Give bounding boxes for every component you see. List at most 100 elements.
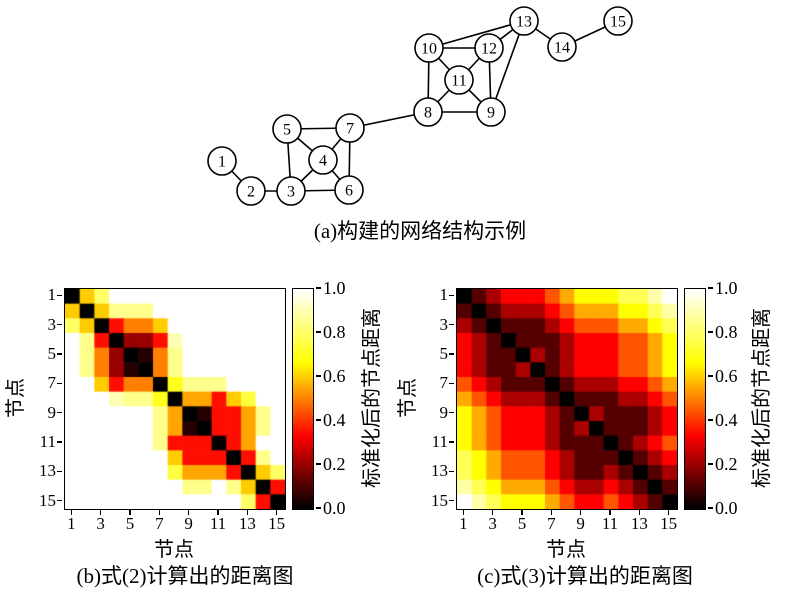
node-label-3: 3 <box>287 184 295 201</box>
x-tick-c-1: 1 <box>459 514 468 533</box>
x-tick-mark-b <box>275 509 278 515</box>
colorbar-tick-mark-b <box>316 463 321 465</box>
x-tick-mark-b <box>70 509 73 515</box>
colorbar-tick-mark-c <box>708 419 713 421</box>
y-tick-c-1: 1 <box>439 285 449 305</box>
node-label-1: 1 <box>218 154 226 171</box>
y-tick-mark-b <box>57 382 62 385</box>
colorbar-tick-b-0.4: 0.4 <box>323 410 346 430</box>
colorbar-tick-mark-b <box>316 375 321 377</box>
y-tick-mark-c <box>449 499 454 502</box>
colorbar-tick-mark-c <box>708 331 713 333</box>
x-tick-c-5: 5 <box>517 514 527 533</box>
y-tick-mark-b <box>57 323 62 326</box>
node-1 <box>207 146 237 176</box>
x-tick-b-5: 5 <box>125 514 135 533</box>
y-tick-mark-c <box>449 411 454 414</box>
x-tick-b-7: 7 <box>155 514 164 533</box>
y-tick-b-3: 3 <box>47 314 57 334</box>
x-tick-b-3: 3 <box>96 514 105 533</box>
x-tick-mark-c <box>462 509 465 515</box>
node-14 <box>547 32 577 62</box>
node-label-14: 14 <box>554 40 570 57</box>
y-tick-b-13: 13 <box>39 461 56 481</box>
node-9 <box>476 97 506 127</box>
node-8 <box>413 97 443 127</box>
caption-c: (c)式(3)计算出的距离图 <box>477 564 693 588</box>
x-tick-c-15: 15 <box>660 514 678 533</box>
x-tick-c-3: 3 <box>488 514 497 533</box>
node-label-13: 13 <box>516 14 532 31</box>
node-5 <box>272 114 302 144</box>
colorbar-tick-c-0.4: 0.4 <box>715 410 738 430</box>
x-axis-label-b: 节点 <box>154 539 194 561</box>
colorbar-tick-mark-c <box>708 287 713 289</box>
node-6 <box>334 175 364 205</box>
colorbar-tick-mark-b <box>316 507 321 509</box>
x-tick-mark-c <box>609 509 611 515</box>
colorbar-tick-c-0.6: 0.6 <box>715 366 738 386</box>
caption-a: (a)构建的网络结构示例 <box>313 219 527 243</box>
y-tick-c-9: 9 <box>439 402 449 422</box>
y-tick-c-11: 11 <box>431 432 448 451</box>
x-tick-mark-c <box>667 509 670 515</box>
x-tick-mark-c <box>550 509 553 515</box>
x-tick-c-9: 9 <box>576 514 585 533</box>
x-tick-b-15: 15 <box>268 514 286 533</box>
x-tick-b-11: 11 <box>209 514 227 533</box>
x-tick-mark-b <box>187 509 190 515</box>
y-tick-mark-b <box>57 441 62 443</box>
y-tick-c-3: 3 <box>439 314 449 334</box>
node-7 <box>335 113 365 143</box>
colorbar-tick-c-0.8: 0.8 <box>715 322 738 342</box>
x-tick-b-13: 13 <box>238 514 256 533</box>
y-tick-mark-c <box>449 353 454 355</box>
x-tick-mark-b <box>99 509 102 515</box>
node-label-5: 5 <box>283 122 291 139</box>
colorbar-tick-b-1.0: 1.0 <box>323 278 346 298</box>
colorbar-tick-c-1.0: 1.0 <box>715 278 738 298</box>
heatmap-c <box>456 288 678 510</box>
colorbar-tick-b-0.2: 0.2 <box>323 454 346 474</box>
y-tick-mark-c <box>449 382 454 385</box>
y-tick-c-15: 15 <box>431 490 448 510</box>
x-tick-mark-c <box>521 509 523 515</box>
y-tick-mark-b <box>57 470 62 473</box>
colorbar-tick-mark-c <box>708 463 713 465</box>
heatmap-b <box>64 288 286 510</box>
x-tick-c-13: 13 <box>630 514 648 533</box>
y-tick-mark-c <box>449 294 454 297</box>
edge-10-13 <box>428 20 525 49</box>
node-2 <box>236 176 266 206</box>
y-tick-b-15: 15 <box>39 490 56 510</box>
node-label-7: 7 <box>346 121 354 138</box>
x-tick-mark-c <box>579 509 582 515</box>
x-tick-mark-b <box>158 509 161 515</box>
colorbar-b <box>292 288 314 510</box>
colorbar-tick-mark-c <box>708 507 713 509</box>
y-tick-b-5: 5 <box>47 344 57 363</box>
node-11 <box>444 65 474 95</box>
x-tick-mark-c <box>638 509 641 515</box>
node-3 <box>276 176 306 206</box>
x-tick-mark-c <box>491 509 494 515</box>
node-10 <box>414 33 444 63</box>
y-tick-b-1: 1 <box>47 285 57 305</box>
y-tick-mark-c <box>449 470 454 473</box>
node-12 <box>474 33 504 63</box>
colorbar-tick-mark-c <box>708 375 713 377</box>
y-tick-mark-b <box>57 411 62 414</box>
colorbar-tick-c-0.2: 0.2 <box>715 454 738 474</box>
y-tick-b-7: 7 <box>47 373 57 393</box>
colorbar-tick-mark-b <box>316 419 321 421</box>
x-tick-b-9: 9 <box>184 514 193 533</box>
colorbar-tick-mark-b <box>316 331 321 333</box>
x-tick-c-7: 7 <box>547 514 556 533</box>
colorbar-tick-b-0.8: 0.8 <box>323 322 346 342</box>
y-tick-mark-b <box>57 294 62 297</box>
x-tick-mark-b <box>129 509 131 515</box>
y-tick-b-9: 9 <box>47 402 57 422</box>
node-label-2: 2 <box>247 184 255 201</box>
y-tick-b-11: 11 <box>39 432 56 451</box>
